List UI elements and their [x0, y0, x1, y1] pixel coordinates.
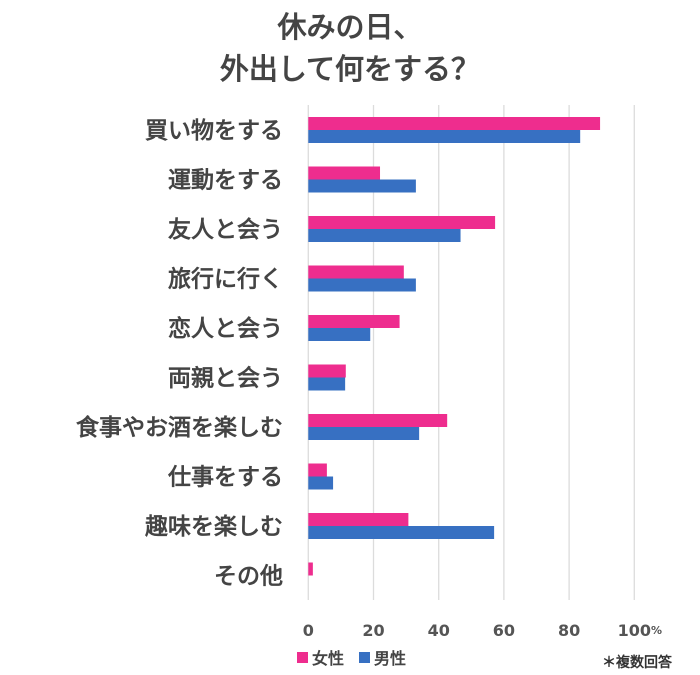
- category-label: 友人と会う: [168, 216, 283, 243]
- category-label: 趣味を楽しむ: [144, 513, 283, 540]
- category-label: その他: [214, 564, 283, 590]
- x-tick-label: 40: [428, 621, 450, 640]
- category-label: 旅行に行く: [168, 266, 283, 293]
- bar-female: [308, 117, 601, 130]
- bar-female: [308, 265, 404, 279]
- bar-male: [308, 278, 416, 292]
- bar-female: [308, 315, 400, 328]
- chart-title: 休みの日、 外出して何をする？: [0, 6, 700, 90]
- footnote: ＊複数回答: [602, 654, 673, 671]
- x-tick-label: 100: [618, 621, 651, 640]
- legend-swatch: [297, 652, 308, 663]
- bar-female: [308, 364, 346, 378]
- bar-male: [308, 377, 346, 391]
- title-line-1: 休みの日、: [277, 10, 423, 44]
- bar-female: [308, 513, 409, 526]
- category-label: 恋人と会う: [168, 315, 283, 342]
- x-tick-label: 80: [558, 621, 580, 640]
- category-label: 買い物をする: [145, 117, 283, 144]
- bar-male: [308, 179, 416, 193]
- bar-female: [308, 216, 496, 229]
- x-tick-label: 0: [303, 621, 314, 640]
- bar-female: [308, 562, 313, 576]
- category-label: 仕事をする: [167, 464, 283, 491]
- category-label: 運動をする: [168, 168, 283, 194]
- legend-swatch: [359, 652, 370, 663]
- bar-male: [308, 229, 461, 242]
- bar-male: [308, 526, 495, 539]
- legend-label: 女性: [312, 649, 344, 668]
- bar-male: [308, 427, 420, 440]
- legend-label: 男性: [374, 649, 406, 668]
- title-line-2: 外出して何をする？: [219, 52, 481, 86]
- x-unit-label: %: [651, 624, 662, 637]
- bar-female: [308, 463, 327, 477]
- bar-male: [308, 328, 371, 341]
- x-tick-label: 20: [362, 621, 384, 640]
- category-label: 両親と会う: [168, 365, 283, 392]
- bar-female: [308, 414, 448, 427]
- category-label: 食事やお酒を楽しむ: [76, 414, 283, 441]
- bar-male: [308, 476, 334, 490]
- x-tick-label: 60: [493, 621, 515, 640]
- bar-female: [308, 166, 381, 180]
- bar-male: [308, 130, 581, 143]
